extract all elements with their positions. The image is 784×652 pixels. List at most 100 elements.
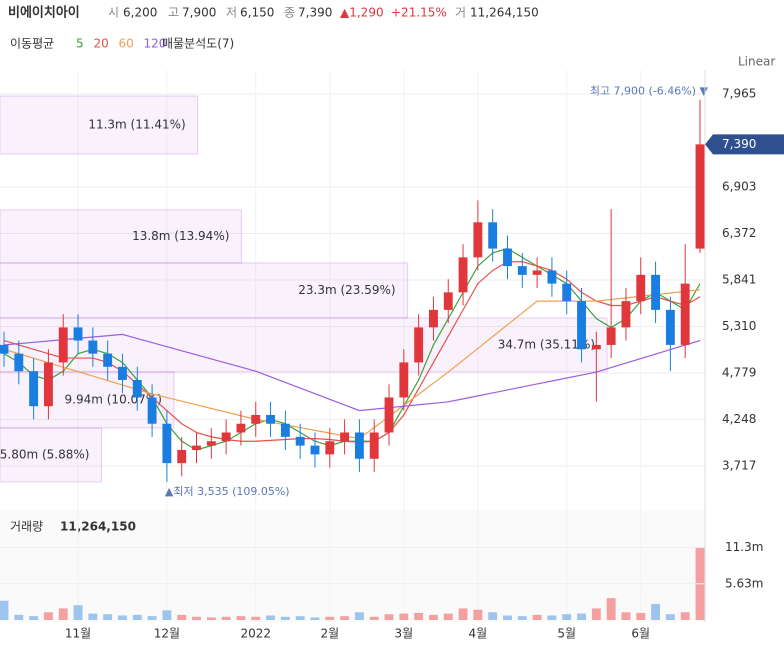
label: 거: [455, 6, 466, 20]
volume-bar: [162, 610, 172, 620]
candle-body: [340, 432, 350, 442]
profile-label: 5.80m (5.88%): [0, 447, 89, 461]
volume-bar: [118, 615, 127, 620]
volume-bar: [310, 617, 320, 620]
candle-body: [192, 445, 201, 451]
candle-body: [488, 222, 498, 249]
candle-body: [695, 144, 705, 249]
volume-bar: [369, 616, 379, 620]
x-tick-label: 11월: [65, 627, 91, 641]
volume-bar: [147, 616, 157, 620]
stock-name: 비에이치아이: [8, 5, 80, 21]
x-tick-label: 2022: [240, 627, 271, 641]
candle-body: [384, 397, 394, 433]
volume-bar: [532, 614, 542, 620]
volume-bar: [621, 612, 631, 620]
legend-entry: 120: [144, 37, 167, 51]
profile-bar: [0, 262, 409, 319]
label: 종: [284, 6, 295, 20]
candle-body: [14, 353, 24, 372]
candle-body: [532, 270, 542, 275]
x-tick-label: 12월: [154, 627, 180, 641]
volume-bar: [43, 612, 53, 620]
ma-line: [3, 333, 701, 412]
legend-entry: 20: [94, 37, 109, 51]
profile-label: 13.8m (13.94%): [132, 229, 229, 243]
profile-label: 34.7m (35.11%): [498, 337, 595, 351]
candle-body: [399, 362, 409, 398]
volume-bar: [458, 608, 468, 620]
candle-body: [236, 423, 246, 433]
volume-bar: [88, 613, 98, 620]
label: 저: [226, 6, 237, 20]
x-tick-label: 5월: [557, 627, 576, 641]
volume-bar: [14, 614, 24, 620]
candle-body: [177, 450, 187, 464]
y-tick-label: 5,310: [722, 319, 756, 333]
y-tick-label: 4,248: [722, 412, 756, 426]
candle-body: [606, 327, 616, 345]
candle-body: [325, 441, 335, 455]
profile-bar: [0, 427, 102, 483]
legend-title: 이동평균: [10, 37, 54, 51]
profile-bar: [0, 317, 608, 373]
profile-title[interactable]: 매물분석도(7): [162, 37, 234, 51]
volume-bar: [206, 617, 216, 620]
volume-bar: [429, 614, 438, 620]
profile-bar: [0, 95, 199, 155]
legend-entry: 60: [119, 37, 134, 51]
scale-mode[interactable]: Linear: [738, 55, 775, 69]
volume-pane: [0, 510, 705, 622]
candle-body: [147, 397, 157, 424]
volume-bar: [591, 608, 601, 620]
candle-body: [636, 274, 646, 302]
candle-body: [547, 270, 557, 284]
volume-bar: [517, 616, 527, 620]
profile-label: 11.3m (11.41%): [88, 118, 185, 132]
volume-bar: [132, 614, 142, 620]
volume-bar: [473, 609, 483, 620]
profile-label: 23.3m (23.59%): [298, 283, 395, 297]
candle-body: [0, 344, 9, 354]
volume-tick-label: 5.63m: [725, 576, 763, 590]
candle-body: [369, 432, 379, 459]
candle-body: [458, 257, 468, 293]
candle-body: [429, 309, 438, 328]
y-tick-label: 7,965: [722, 87, 756, 101]
candle-body: [118, 366, 127, 380]
x-tick-label: 6월: [631, 627, 650, 641]
candle-body: [577, 301, 586, 350]
value: 6,150: [240, 6, 274, 20]
candle-body: [251, 414, 261, 424]
annotation: ▲최저 3,535 (109.05%): [165, 485, 290, 498]
volume-bar: [58, 608, 68, 620]
profile-label: 9.94m (10.07%): [65, 392, 162, 406]
value: 11,264,150: [470, 6, 539, 20]
volume-bar: [340, 616, 350, 620]
x-tick-label: 4월: [469, 627, 488, 641]
profile-bar: [0, 371, 175, 429]
candle-body: [414, 327, 424, 363]
volume-bar: [680, 612, 690, 620]
volume-bar: [354, 612, 364, 620]
volume-bar: [651, 603, 661, 620]
candle-body: [280, 423, 290, 437]
candle-body: [680, 283, 690, 345]
value: 6,200: [123, 6, 157, 20]
volume-bar: [636, 612, 646, 620]
volume-bar: [0, 600, 9, 620]
volume-bar: [384, 614, 394, 620]
candle-body: [162, 423, 172, 464]
volume-bar: [103, 614, 113, 620]
y-tick-label: 3,717: [722, 459, 756, 473]
label: 시: [108, 6, 119, 20]
candle-body: [517, 266, 527, 275]
volume-title: 거래량: [10, 520, 43, 534]
candle-body: [473, 222, 483, 258]
volume-bar: [177, 614, 187, 620]
candle-body: [665, 309, 675, 345]
candle-body: [562, 283, 572, 302]
y-tick-label: 6,372: [722, 226, 756, 240]
volume-bar: [547, 615, 557, 620]
volume-bar: [577, 613, 586, 620]
